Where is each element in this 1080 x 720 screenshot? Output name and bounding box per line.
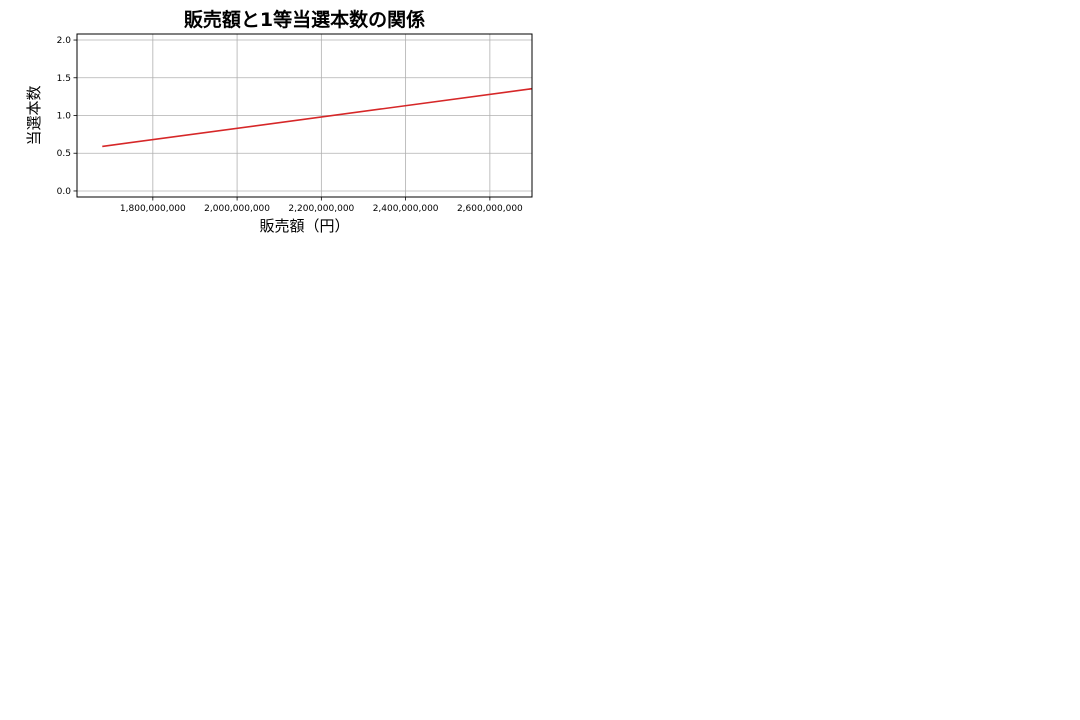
x-tick-label: 1,800,000,000 [120, 204, 186, 214]
y-tick-label: 1.5 [57, 74, 71, 84]
y-tick-label: 1.0 [57, 112, 72, 122]
y-axis-label: 当選本数 [25, 85, 43, 145]
x-tick-label: 2,000,000,000 [204, 204, 270, 214]
x-tick-label: 2,600,000,000 [457, 204, 523, 214]
trend-line [102, 87, 533, 148]
chart-title: 販売額と1等当選本数の関係 [184, 8, 425, 31]
y-tick-label: 0.0 [57, 187, 72, 197]
y-tick-label: 2.0 [57, 36, 72, 46]
trend-line-extrapolated [523, 88, 533, 91]
x-axis-label: 販売額（円） [259, 217, 349, 235]
y-tick-label: 0.5 [57, 149, 71, 159]
x-tick-label: 2,200,000,000 [288, 204, 354, 214]
chart-1: 1,800,000,000 2,000,000,000 2,200,000,000 2… [25, 8, 533, 235]
x-tick-label: 2,400,000,000 [373, 204, 439, 214]
